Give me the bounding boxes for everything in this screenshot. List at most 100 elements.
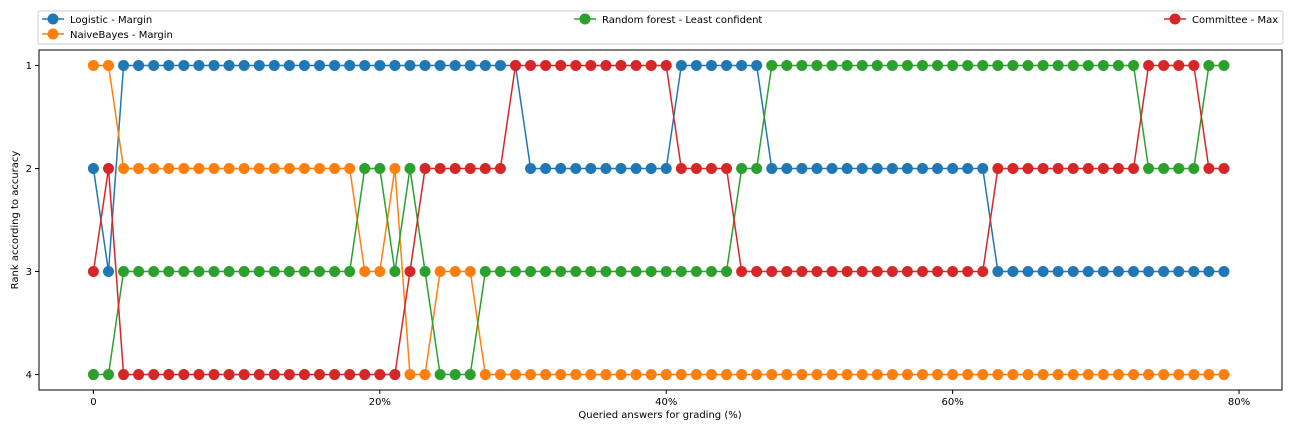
data-point-committee-max	[223, 369, 235, 381]
data-point-committee-max	[1158, 59, 1170, 71]
data-point-random-forest-least-confident	[690, 266, 702, 278]
legend-item-logistic: Logistic - Margin	[42, 13, 152, 26]
data-point-random-forest-least-confident	[464, 369, 476, 381]
data-point-naivebayes-margin	[1173, 369, 1185, 381]
data-point-random-forest-least-confident	[811, 59, 823, 71]
data-point-committee-max	[570, 59, 582, 71]
data-point-naivebayes-margin	[630, 369, 642, 381]
legend-label-committee: Committee - Max	[1192, 15, 1278, 26]
data-point-naivebayes-margin	[253, 162, 265, 174]
series-logistic-margin	[87, 59, 1230, 278]
data-point-random-forest-least-confident	[977, 59, 989, 71]
data-point-logistic-margin	[1037, 266, 1049, 278]
data-point-random-forest-least-confident	[208, 266, 220, 278]
data-point-logistic-margin	[494, 59, 506, 71]
data-point-logistic-margin	[721, 59, 733, 71]
data-point-logistic-margin	[163, 59, 175, 71]
data-point-logistic-margin	[841, 162, 853, 174]
data-point-random-forest-least-confident	[826, 59, 838, 71]
data-point-logistic-margin	[374, 59, 386, 71]
data-point-committee-max	[1052, 162, 1064, 174]
series-layer	[87, 59, 1230, 381]
data-point-committee-max	[962, 266, 974, 278]
data-point-logistic-margin	[540, 162, 552, 174]
data-point-naivebayes-margin	[434, 266, 446, 278]
data-point-committee-max	[133, 369, 145, 381]
data-point-logistic-margin	[103, 266, 114, 278]
data-point-naivebayes-margin	[133, 162, 145, 174]
data-point-logistic-margin	[751, 59, 763, 71]
data-point-random-forest-least-confident	[570, 266, 582, 278]
data-point-random-forest-least-confident	[494, 266, 506, 278]
series-line-random-forest-least-confident	[93, 64, 1224, 376]
data-point-logistic-margin	[344, 59, 356, 71]
data-point-naivebayes-margin	[1007, 369, 1019, 381]
data-point-random-forest-least-confident	[103, 369, 114, 381]
data-point-committee-max	[419, 162, 431, 174]
data-point-committee-max	[329, 369, 341, 381]
data-point-logistic-margin	[1128, 266, 1140, 278]
data-point-logistic-margin	[901, 162, 913, 174]
x-tick-label: 80%	[1228, 397, 1250, 408]
data-point-random-forest-least-confident	[1097, 59, 1109, 71]
data-point-naivebayes-margin	[751, 369, 763, 381]
data-point-committee-max	[886, 266, 898, 278]
data-point-committee-max	[600, 59, 612, 71]
data-point-naivebayes-margin	[268, 162, 280, 174]
data-point-committee-max	[298, 369, 310, 381]
data-point-naivebayes-margin	[163, 162, 175, 174]
data-point-logistic-margin	[434, 59, 446, 71]
data-point-naivebayes-margin	[509, 369, 521, 381]
data-point-random-forest-least-confident	[962, 59, 974, 71]
data-point-random-forest-least-confident	[871, 59, 883, 71]
data-point-random-forest-least-confident	[781, 59, 793, 71]
data-point-committee-max	[645, 59, 657, 71]
data-point-committee-max	[118, 369, 130, 381]
data-point-random-forest-least-confident	[1173, 162, 1185, 174]
series-committee-max	[87, 59, 1230, 381]
data-point-naivebayes-margin	[389, 162, 401, 174]
data-point-logistic-margin	[238, 59, 250, 71]
data-point-naivebayes-margin	[525, 369, 537, 381]
data-point-logistic-margin	[1097, 266, 1109, 278]
data-point-committee-max	[555, 59, 567, 71]
data-point-naivebayes-margin	[585, 369, 597, 381]
data-point-random-forest-least-confident	[932, 59, 944, 71]
data-point-naivebayes-margin	[977, 369, 989, 381]
data-point-naivebayes-margin	[1218, 369, 1230, 381]
data-point-committee-max	[494, 162, 506, 174]
data-point-random-forest-least-confident	[721, 266, 733, 278]
data-point-logistic-margin	[1022, 266, 1034, 278]
data-point-logistic-margin	[992, 266, 1004, 278]
data-point-random-forest-least-confident	[886, 59, 898, 71]
data-point-naivebayes-margin	[404, 369, 416, 381]
data-point-committee-max	[585, 59, 597, 71]
data-point-committee-max	[781, 266, 793, 278]
data-point-committee-max	[253, 369, 265, 381]
data-point-random-forest-least-confident	[148, 266, 160, 278]
data-point-logistic-margin	[1082, 266, 1094, 278]
data-point-random-forest-least-confident	[1022, 59, 1034, 71]
data-point-committee-max	[208, 369, 220, 381]
data-point-logistic-margin	[223, 59, 235, 71]
data-point-naivebayes-margin	[449, 266, 461, 278]
data-point-logistic-margin	[781, 162, 793, 174]
data-point-committee-max	[268, 369, 280, 381]
data-point-naivebayes-margin	[901, 369, 913, 381]
data-point-committee-max	[630, 59, 642, 71]
data-point-logistic-margin	[585, 162, 597, 174]
data-point-random-forest-least-confident	[1218, 59, 1230, 71]
data-point-naivebayes-margin	[344, 162, 356, 174]
data-point-naivebayes-margin	[1097, 369, 1109, 381]
data-point-naivebayes-margin	[1128, 369, 1140, 381]
data-point-logistic-margin	[675, 59, 687, 71]
legend-marker-random-forest	[579, 13, 591, 25]
data-point-random-forest-least-confident	[600, 266, 612, 278]
data-point-logistic-margin	[600, 162, 612, 174]
data-point-random-forest-least-confident	[555, 266, 567, 278]
data-point-random-forest-least-confident	[645, 266, 657, 278]
data-point-random-forest-least-confident	[344, 266, 356, 278]
data-point-naivebayes-margin	[540, 369, 552, 381]
data-point-committee-max	[751, 266, 763, 278]
